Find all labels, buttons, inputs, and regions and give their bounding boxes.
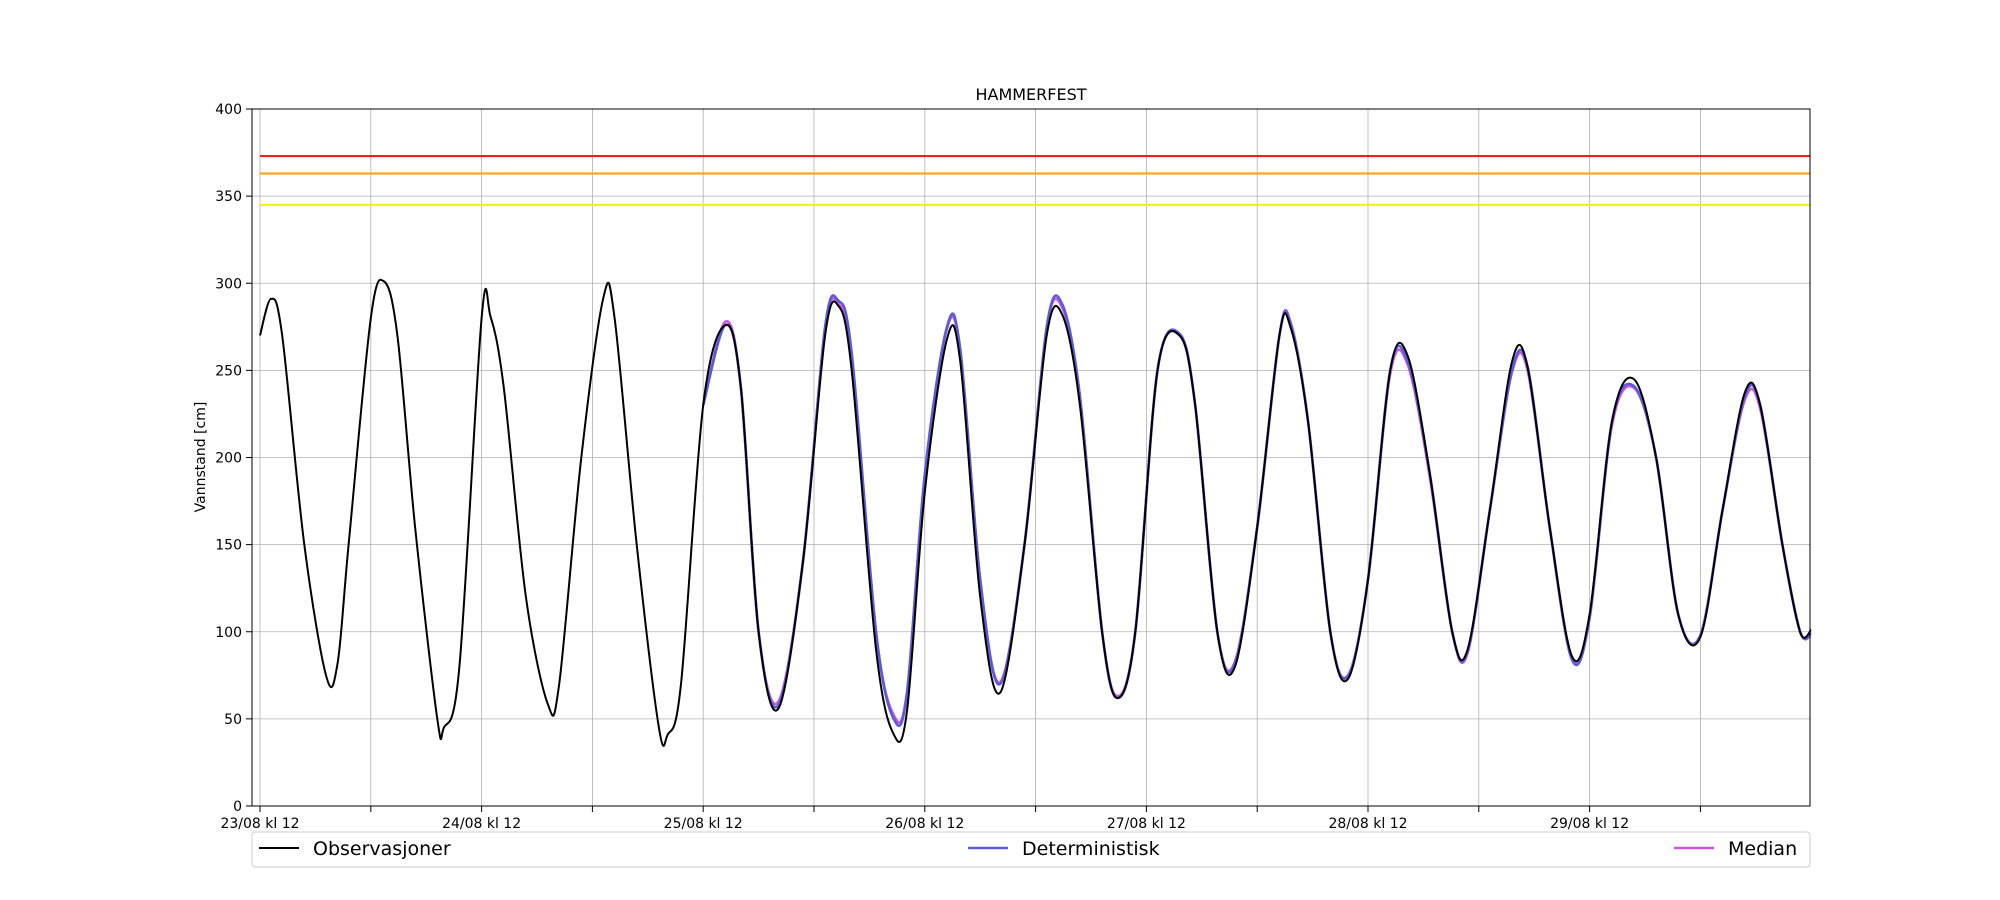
y-tick-label: 250 xyxy=(215,363,242,379)
legend-label-median: Median xyxy=(1728,838,1797,860)
series-line-observasjoner xyxy=(259,278,1812,747)
x-tick-label: 28/08 kl 12 xyxy=(1328,816,1407,832)
x-tick-label: 25/08 kl 12 xyxy=(664,816,743,832)
x-tick-label: 24/08 kl 12 xyxy=(442,816,521,832)
y-tick-label: 100 xyxy=(215,625,242,641)
y-tick-label: 0 xyxy=(233,799,242,815)
x-tick-label: 23/08 kl 12 xyxy=(220,816,299,832)
chart-title: HAMMERFEST xyxy=(975,85,1086,104)
y-tick-label: 400 xyxy=(215,102,242,118)
legend-label-observasjoner: Observasjoner xyxy=(313,838,451,860)
x-tick-label: 26/08 kl 12 xyxy=(885,816,964,832)
legend-label-deterministisk: Deterministisk xyxy=(1022,838,1160,860)
x-tick-label: 29/08 kl 12 xyxy=(1550,816,1629,832)
y-tick-label: 300 xyxy=(215,276,242,292)
y-tick-label: 150 xyxy=(215,538,242,554)
y-tick-label: 200 xyxy=(215,451,242,467)
grid-layer xyxy=(252,108,1810,807)
y-axis-label: Vannstand [cm] xyxy=(193,402,209,513)
series-layer xyxy=(259,278,1813,747)
threshold-layer xyxy=(260,154,1810,206)
y-tick-label: 50 xyxy=(224,712,242,728)
legend-box xyxy=(251,831,1811,868)
x-tick-label: 27/08 kl 12 xyxy=(1107,816,1186,832)
tick-layer: 0 50 100 150 200 250 300 350 400 23/08 kl 12 24/08… xyxy=(215,102,1701,832)
legend: Observasjoner Deterministisk Median xyxy=(251,831,1811,868)
y-tick-label: 350 xyxy=(215,189,242,205)
